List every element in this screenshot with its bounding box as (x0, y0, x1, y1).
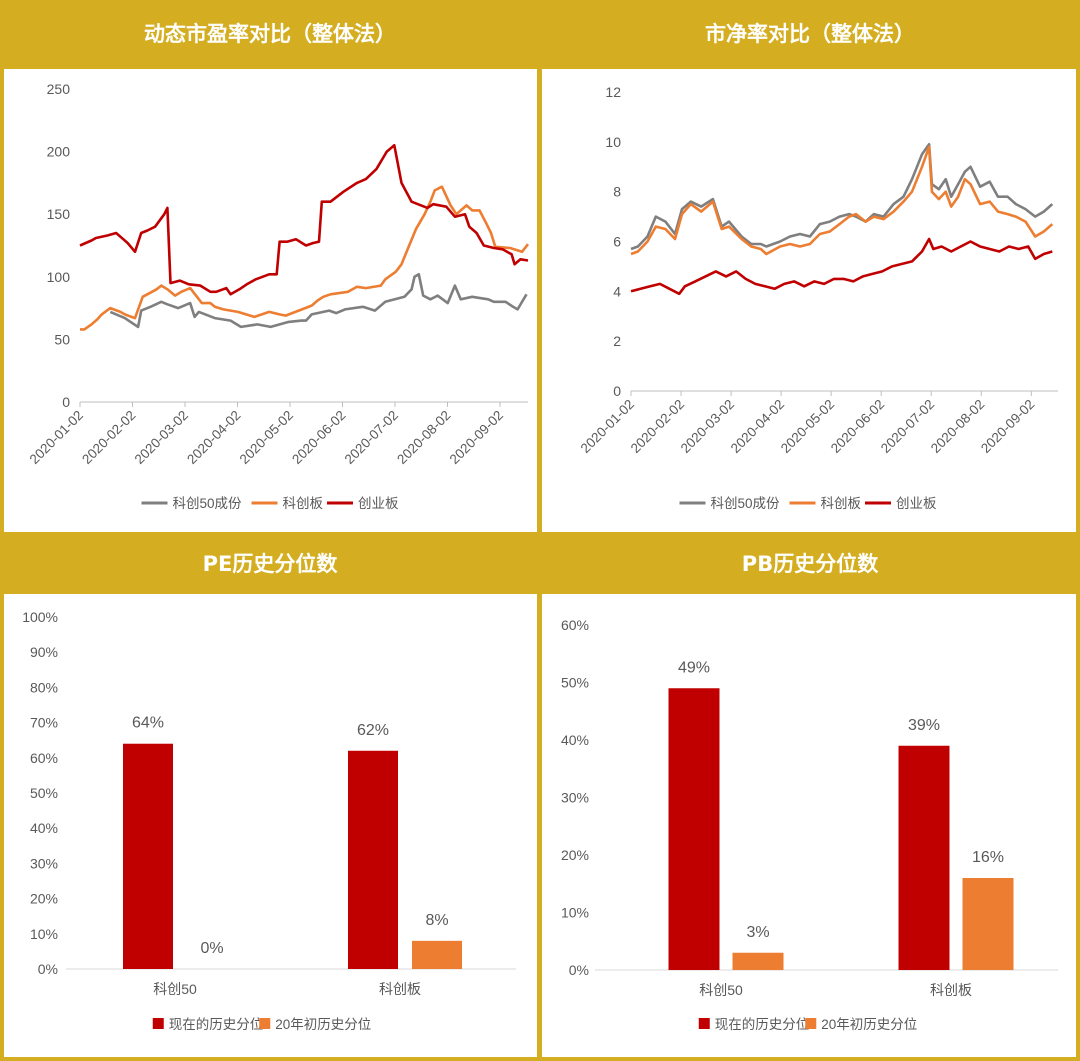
pe_pct-y-tick-label-9: 90% (30, 644, 58, 660)
pe_pct-y-tick-label-2: 20% (30, 891, 58, 907)
pb_pct-bar-1-1 (962, 878, 1014, 970)
pb_pct-y-tick-label-2: 20% (561, 847, 589, 863)
pe_pct-y-tick-label-1: 10% (30, 926, 58, 942)
pe_line-x-tick-label-0: 2020-01-02 (27, 408, 86, 467)
pe-line-title: 动态市盈率对比（整体法） (144, 22, 396, 46)
pb_line-x-tick-label-8: 2020-09-02 (978, 397, 1037, 456)
pb_line-legend-label-2: 创业板 (896, 496, 937, 511)
pe_pct-data-label-1-1: 8% (425, 912, 448, 929)
pe_line-x-tick-label-3: 2020-04-02 (184, 408, 243, 467)
pe_pct-legend-swatch-0 (152, 1018, 164, 1029)
pe_pct-y-tick-label-0: 0% (38, 961, 58, 977)
pe_pct-y-tick-label-7: 70% (30, 715, 58, 731)
pe_line-series-line-2 (79, 144, 529, 296)
pe-pct-chart: 0% 10% 20% 30% 40% 50% 60% 70% 80% 90% 100% 科创50 64%… (22, 609, 516, 1032)
pb_pct-y-tick-label-5: 50% (561, 675, 589, 691)
pe_line-x-tick-label-4: 2020-05-02 (237, 408, 296, 467)
pb_line-y-tick-label-2: 4 (613, 283, 621, 299)
pe-pct-title: PE历史分位数 (202, 552, 338, 576)
pe-pct-chart-area: 0% 10% 20% 30% 40% 50% 60% 70% 80% 90% 100% 科创50 64%… (4, 594, 537, 1057)
pe_line-x-tick-label-6: 2020-07-02 (342, 408, 401, 467)
pb_pct-data-label-0-1: 39% (908, 717, 940, 734)
pb_line-legend-label-0: 科创50成份 (711, 496, 781, 511)
pb_pct-y-tick-label-3: 30% (561, 790, 589, 806)
pe-line-chart-area: 0 50 100 150 200 250 2020-01-02 2020-02-02 2020-… (4, 69, 537, 532)
pe_pct-y-tick-label-6: 60% (30, 750, 58, 766)
pb-line-chart: 0246810122020-01-022020-02-022020-03-022… (578, 84, 1058, 511)
pe-line-panel: 动态市盈率对比（整体法） 0 50 100 150 200 250 2020-01-02 20… (0, 0, 540, 532)
pe_line-legend-label-0: 科创50成份 (173, 496, 243, 511)
pe_pct-bar-1-1 (412, 940, 462, 969)
pe_pct-bar-0-1 (348, 750, 398, 969)
pe_line-x-tick-label-8: 2020-09-02 (447, 408, 506, 467)
pe_pct-y-tick-label-10: 100% (22, 609, 58, 625)
pb_pct-bar-0-1 (898, 745, 950, 970)
pb_line-y-tick-label-1: 2 (613, 333, 621, 349)
pe_line-x-tick-label-2: 2020-03-02 (132, 408, 191, 467)
pe_pct-bar-0-0 (123, 743, 173, 969)
pe_line-y-tick-label-1: 50 (54, 331, 70, 347)
pb_pct-bar-0-0 (668, 688, 720, 970)
pb_line-y-tick-label-0: 0 (613, 383, 621, 399)
pb_line-y-tick-label-4: 8 (613, 184, 621, 200)
pb_pct-y-tick-label-1: 10% (561, 905, 589, 921)
pb_pct-y-tick-label-6: 60% (561, 617, 589, 633)
pe_pct-legend-label-0: 现在的历史分位 (169, 1017, 264, 1032)
pe_line-y-tick-label-5: 250 (47, 81, 71, 97)
pe_pct-legend-label-1: 20年初历史分位 (275, 1016, 371, 1032)
pb_pct-data-label-0-0: 49% (678, 659, 710, 676)
pe_pct-y-tick-label-5: 50% (30, 785, 58, 801)
pe_pct-y-tick-label-4: 40% (30, 820, 58, 836)
pb-line-title: 市净率对比（整体法） (705, 22, 915, 46)
pb-pct-chart: 0% 10% 20% 30% 40% 50% 60% 科创50 49% 3% 科创板 39% 16% 现在… (561, 617, 1058, 1032)
pb-pct-title: PB历史分位数 (741, 552, 879, 576)
pb_pct-legend-label-0: 现在的历史分位 (715, 1017, 810, 1032)
pb_pct-data-label-1-1: 16% (972, 849, 1004, 866)
pe_line-y-tick-label-2: 100 (47, 269, 71, 285)
pe_line-x-tick-label-7: 2020-08-02 (394, 408, 453, 467)
pb_pct-legend-swatch-1 (805, 1018, 817, 1029)
pe_line-series-line-0 (109, 273, 528, 329)
pe_line-series-line-1 (80, 185, 530, 331)
pe_line-x-tick-label-5: 2020-06-02 (289, 408, 348, 467)
pb_line-y-tick-label-3: 6 (613, 234, 621, 250)
pb_pct-legend-swatch-0 (698, 1018, 710, 1029)
pe-line-chart: 0501001502002502020-01-022020-02-022020-… (27, 81, 530, 511)
pe_line-y-tick-label-4: 200 (47, 144, 71, 160)
pe_pct-category-label-0: 科创50 (153, 981, 197, 997)
pe_pct-data-label-1-0: 0% (200, 940, 223, 957)
pb_pct-category-label-0: 科创50 (699, 982, 743, 998)
pb_pct-bar-1-0 (732, 952, 784, 970)
pe_pct-y-tick-label-8: 80% (30, 679, 58, 695)
pb_line-legend-label-1: 科创板 (821, 496, 862, 511)
pe_line-y-tick-label-0: 0 (62, 394, 70, 410)
pe_pct-data-label-0-1: 62% (357, 722, 389, 739)
pb_line-series-line-1 (630, 145, 1054, 256)
pe_line-y-tick-label-3: 150 (47, 206, 71, 222)
pb_pct-y-tick-label-0: 0% (569, 962, 589, 978)
pe-pct-panel: PE历史分位数 0% 10% 20% 30% 40% 50% 60% 70% 80% 90% 100… (0, 532, 540, 1061)
pe_pct-y-tick-label-3: 30% (30, 855, 58, 871)
pe_line-legend-label-2: 创业板 (358, 496, 399, 511)
pe_line-legend-label-1: 科创板 (283, 496, 324, 511)
pb_pct-data-label-1-0: 3% (746, 924, 769, 941)
pb_line-y-tick-label-5: 10 (605, 134, 621, 150)
pb_line-series-line-2 (630, 237, 1053, 296)
pb_line-y-tick-label-6: 12 (605, 84, 621, 100)
pe_line-x-tick-label-1: 2020-02-02 (79, 408, 138, 467)
pe_pct-category-label-1: 科创板 (379, 981, 421, 997)
pb_pct-category-label-1: 科创板 (930, 982, 972, 998)
pb-line-chart-area: 0 2 4 6 8 10 12 2020-01-02 2020-02-02 2020-03-02 2… (542, 69, 1076, 532)
pb-line-panel: 市净率对比（整体法） 0 2 4 6 8 10 12 2020-01-02 2020-02-02… (540, 0, 1080, 532)
pb_pct-y-tick-label-4: 40% (561, 732, 589, 748)
pb-pct-panel: PB历史分位数 0% 10% 20% 30% 40% 50% 60% 科创50 49% 3% 科创板… (540, 532, 1080, 1061)
pb-pct-chart-area: 0% 10% 20% 30% 40% 50% 60% 科创50 49% 3% 科创板 39% 16% 现在… (542, 594, 1076, 1057)
pb_line-series-line-0 (630, 143, 1054, 251)
pe_pct-legend-swatch-1 (259, 1018, 271, 1029)
pe_pct-data-label-0-0: 64% (132, 715, 164, 732)
pb_pct-legend-label-1: 20年初历史分位 (821, 1016, 917, 1032)
